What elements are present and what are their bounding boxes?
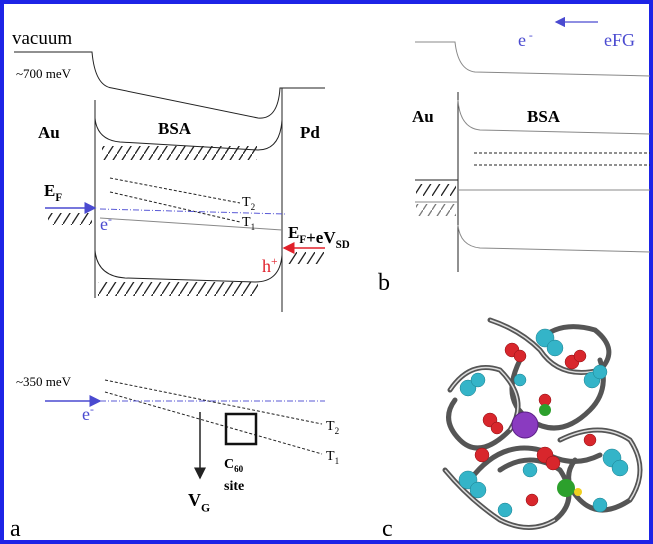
homo <box>95 250 282 282</box>
label: BSA <box>158 119 192 138</box>
label: eFG <box>604 30 635 50</box>
label: VG <box>188 490 210 514</box>
text-run: - <box>526 29 533 42</box>
panel-label: a <box>10 516 21 542</box>
text-run: +eV <box>306 228 336 247</box>
text-run: - <box>108 213 112 226</box>
label: e- <box>100 213 112 234</box>
label: C60 <box>224 457 244 474</box>
label: T2 <box>326 419 340 436</box>
trap-upper <box>105 380 322 424</box>
text-run: 2 <box>335 426 340 436</box>
text-run: + <box>271 255 278 268</box>
text-run: 1 <box>251 222 256 232</box>
label: vacuum <box>12 28 72 49</box>
panel-b: e - eFG Au BSA b <box>378 22 650 296</box>
figure: vacuum ~700 meV Au BSA Pd EF e- T2 T1 EF… <box>0 0 653 544</box>
label: T1 <box>242 215 255 232</box>
hatch <box>102 146 257 160</box>
vacuum-level <box>14 52 325 118</box>
text-run: - <box>90 403 94 416</box>
yellow-residue <box>574 488 582 496</box>
text-run: G <box>201 501 210 514</box>
green-residue <box>557 479 575 497</box>
label: T1 <box>326 449 339 466</box>
c60-molecule <box>512 412 538 438</box>
text-run: 2 <box>251 202 256 212</box>
panel-label: c <box>382 516 393 542</box>
homo <box>458 225 650 252</box>
label: site <box>224 479 244 494</box>
label: BSA <box>527 107 561 126</box>
label: Pd <box>300 123 320 142</box>
fermi-line <box>100 209 285 214</box>
hatch <box>48 213 92 225</box>
label: Au <box>38 123 60 142</box>
text-run: h <box>262 256 271 276</box>
trap-upper <box>110 178 240 203</box>
hatch <box>416 184 456 196</box>
c60-site <box>226 414 256 444</box>
label: e - <box>518 29 533 50</box>
hatch <box>288 252 324 264</box>
text-run: C <box>224 457 234 472</box>
text-run: SD <box>336 239 350 251</box>
label: ~350 meV <box>16 374 72 389</box>
label: EF <box>44 181 62 204</box>
trap-lower <box>110 192 240 222</box>
panel-label: b <box>378 270 390 296</box>
label: EF+eVSD <box>288 223 350 251</box>
label: ~700 meV <box>16 66 72 81</box>
text-run: E <box>44 181 55 200</box>
text-run: 1 <box>335 456 340 466</box>
text-run: F <box>55 192 62 204</box>
label: e- <box>82 403 94 424</box>
label: T2 <box>242 195 256 212</box>
text-run: V <box>188 490 201 510</box>
green-residue <box>539 404 551 416</box>
hatch <box>416 204 456 216</box>
label: Au <box>412 107 434 126</box>
text-run: e <box>82 404 90 424</box>
panel-a: vacuum ~700 meV Au BSA Pd EF e- T2 T1 EF… <box>10 28 350 542</box>
text-run: e <box>100 214 108 234</box>
text-run: 60 <box>234 464 244 474</box>
panel-c: c <box>382 320 640 542</box>
text-run: e <box>518 30 526 50</box>
label: h+ <box>262 255 278 276</box>
text-run: E <box>288 223 299 242</box>
hatch <box>98 282 258 296</box>
